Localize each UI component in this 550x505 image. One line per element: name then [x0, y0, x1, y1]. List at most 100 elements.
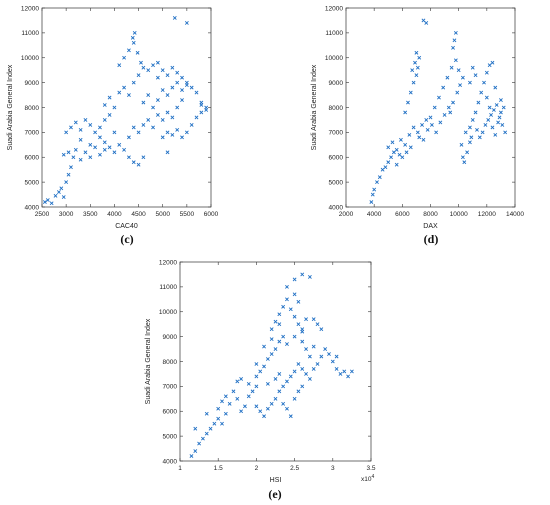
data-point-stroke-b [136, 162, 141, 167]
data-point [131, 125, 136, 130]
data-point [469, 135, 474, 140]
data-point [184, 130, 189, 135]
data-point-stroke-b [277, 372, 282, 376]
data-point [194, 90, 199, 95]
data-point [296, 389, 301, 394]
data-point [165, 150, 170, 155]
data-point-stroke-b [315, 322, 320, 327]
data-point-stroke-b [296, 299, 301, 304]
data-point-stroke-b [126, 135, 131, 140]
data-point [403, 110, 408, 115]
data-point [429, 122, 434, 127]
data-point [135, 50, 140, 55]
data-point [126, 135, 131, 140]
data-point [243, 404, 247, 409]
data-point-stroke-b [112, 150, 117, 155]
data-point [235, 379, 240, 384]
data-point-stroke-b [438, 120, 443, 125]
data-point-stroke-b [93, 145, 98, 150]
data-point-stroke-b [407, 132, 412, 137]
data-point-stroke-b [194, 90, 199, 95]
data-point-stroke-b [117, 142, 122, 147]
data-point [323, 347, 328, 351]
data-point [73, 147, 78, 152]
data-point-stroke-b [476, 100, 481, 105]
data-point-stroke-b [155, 113, 160, 117]
data-point-stroke-b [425, 127, 430, 132]
data-point-stroke-b [269, 337, 274, 342]
data-point-stroke-b [53, 193, 58, 198]
data-point-stroke-b [180, 98, 184, 102]
data-point-stroke-b [180, 88, 184, 93]
data-point [311, 344, 316, 349]
data-point [451, 100, 455, 105]
x-tick-label: 2.5 [290, 465, 299, 472]
data-point-stroke-b [107, 145, 112, 150]
data-point-stroke-b [277, 389, 282, 394]
data-point-stroke-b [288, 414, 293, 419]
data-point [434, 130, 439, 135]
x-tick-label: 3.5 [366, 465, 375, 472]
data-point [273, 319, 278, 324]
data-point-stroke-b [126, 155, 131, 160]
data-point [204, 411, 209, 416]
data-point-stroke-b [131, 125, 136, 130]
data-point-stroke-b [258, 409, 263, 414]
data-point [201, 436, 205, 441]
data-point [403, 142, 408, 147]
data-point-stroke-b [491, 108, 496, 112]
data-point-stroke-b [307, 376, 312, 381]
data-point [288, 414, 293, 419]
data-point [490, 125, 495, 130]
data-point [269, 327, 274, 332]
data-point [414, 73, 419, 78]
data-point [165, 73, 170, 78]
data-point-stroke-b [165, 73, 170, 78]
x-tick-label: 6000 [395, 211, 410, 218]
data-point [484, 95, 489, 100]
data-point-stroke-b [117, 63, 122, 68]
data-point [411, 125, 416, 130]
data-point [468, 140, 472, 145]
data-point [258, 409, 263, 414]
data-point [175, 127, 180, 132]
data-point-stroke-b [112, 105, 117, 110]
x-axis-label: DAX [423, 223, 438, 230]
data-point-stroke-b [254, 374, 259, 379]
data-point-stroke-b [235, 396, 240, 401]
data-point-stroke-b [315, 362, 320, 366]
data-point [122, 85, 127, 90]
data-point-stroke-b [498, 110, 503, 115]
data-point-stroke-b [201, 436, 205, 441]
data-point [139, 60, 143, 65]
y-tick-label: 12000 [325, 5, 343, 12]
data-point [455, 90, 460, 95]
data-point [273, 347, 278, 351]
data-point-stroke-b [292, 334, 297, 339]
data-point-stroke-b [146, 68, 151, 73]
data-point-stroke-b [269, 352, 274, 356]
data-point [122, 147, 127, 152]
data-point [292, 334, 297, 339]
data-point-stroke-b [319, 327, 324, 332]
data-point-stroke-b [397, 152, 402, 157]
data-point-stroke-b [479, 90, 484, 95]
data-point-stroke-b [319, 354, 324, 359]
data-point [199, 110, 204, 115]
data-point-stroke-b [189, 454, 194, 458]
data-point-stroke-b [193, 449, 198, 453]
data-point [160, 68, 165, 73]
data-point-stroke-b [482, 80, 486, 85]
data-point-stroke-b [307, 275, 312, 279]
data-point [78, 137, 83, 142]
data-point [223, 394, 228, 399]
data-point-stroke-b [473, 73, 478, 78]
data-point-stroke-b [189, 122, 194, 127]
plot-frame [179, 261, 372, 462]
data-point [498, 110, 503, 115]
data-point [428, 115, 433, 120]
data-point-stroke-b [307, 354, 312, 359]
data-point [468, 80, 472, 85]
data-point-stroke-b [434, 130, 439, 135]
data-point-stroke-b [141, 100, 146, 105]
